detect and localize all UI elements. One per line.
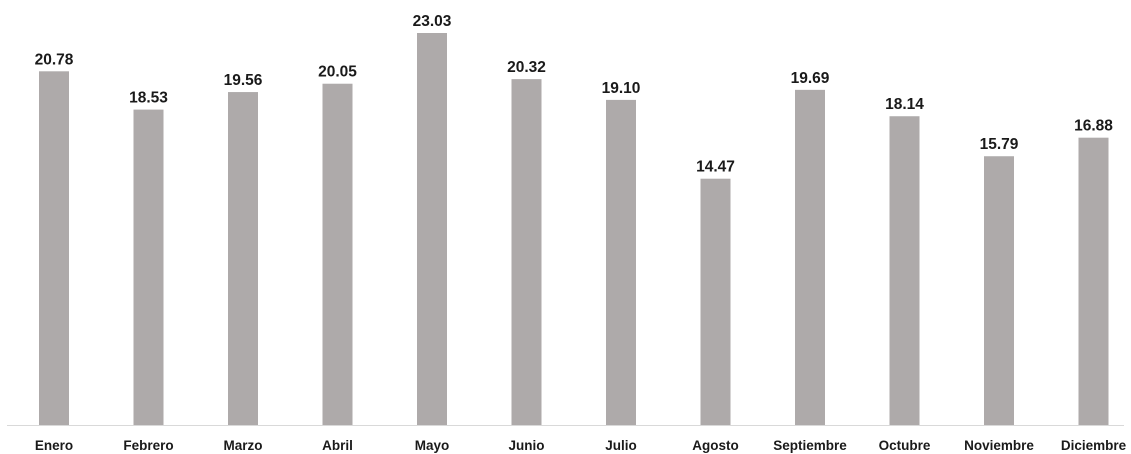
- data-label-abril: 20.05: [318, 64, 357, 81]
- data-label-octubre: 18.14: [885, 96, 924, 113]
- bar-octubre: [889, 116, 920, 425]
- category-label-marzo: Marzo: [223, 438, 262, 453]
- data-label-julio: 19.10: [602, 80, 641, 97]
- data-label-marzo: 19.56: [224, 72, 263, 89]
- data-label-febrero: 18.53: [129, 90, 168, 107]
- data-label-noviembre: 15.79: [980, 136, 1019, 153]
- category-label-octubre: Octubre: [879, 438, 931, 453]
- category-label-abril: Abril: [322, 438, 353, 453]
- category-label-febrero: Febrero: [123, 438, 173, 453]
- bar-agosto: [700, 178, 731, 425]
- bar-septiembre: [795, 89, 825, 425]
- data-label-agosto: 14.47: [696, 159, 735, 176]
- bar-julio: [606, 99, 636, 425]
- category-labels-group: Enero Febrero Marzo Abril Mayo Junio Julio Agos…: [35, 438, 1127, 453]
- data-label-diciembre: 16.88: [1074, 118, 1113, 135]
- bar-junio: [511, 79, 542, 425]
- category-label-mayo: Mayo: [415, 438, 450, 453]
- bars-group: [39, 33, 1109, 426]
- category-label-julio: Julio: [605, 438, 637, 453]
- value-labels-group: 20.78 18.53 19.56 20.05 23.03 20.32 19.10 14.47…: [35, 13, 1114, 176]
- category-label-noviembre: Noviembre: [964, 438, 1034, 453]
- bar-enero: [39, 71, 69, 426]
- data-label-enero: 20.78: [35, 51, 74, 68]
- bar-diciembre: [1078, 137, 1109, 425]
- data-label-junio: 20.32: [507, 59, 546, 76]
- data-label-septiembre: 19.69: [791, 70, 830, 87]
- data-label-mayo: 23.03: [413, 13, 452, 30]
- category-label-septiembre: Septiembre: [773, 438, 847, 453]
- bar-abril: [322, 83, 353, 425]
- category-label-junio: Junio: [509, 438, 545, 453]
- bar-noviembre: [984, 156, 1014, 426]
- category-label-enero: Enero: [35, 438, 73, 453]
- category-label-diciembre: Diciembre: [1061, 438, 1127, 453]
- bar-febrero: [133, 109, 164, 425]
- category-label-agosto: Agosto: [692, 438, 739, 453]
- bar-mayo: [417, 33, 447, 425]
- bar-marzo: [228, 92, 258, 425]
